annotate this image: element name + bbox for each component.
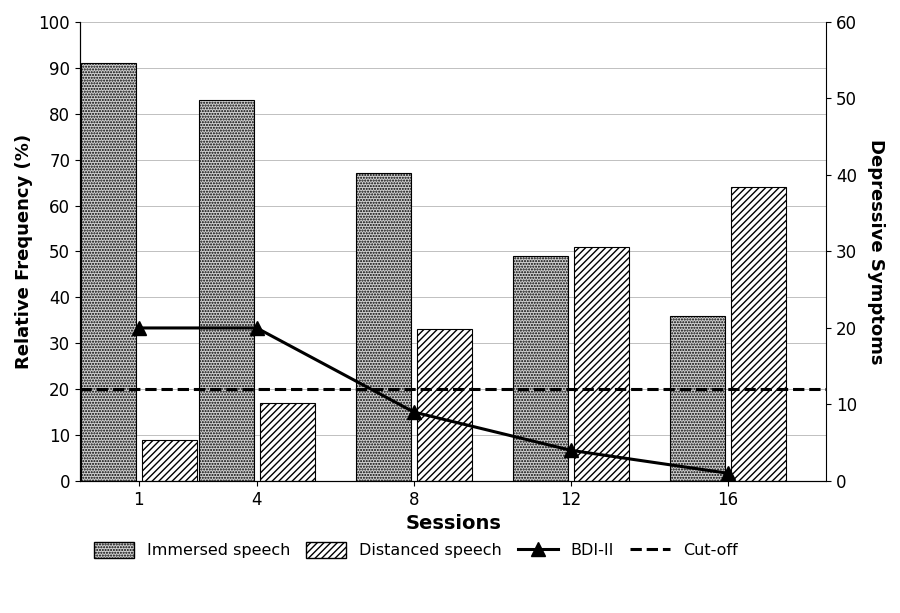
Bar bbox=[513, 256, 568, 481]
Bar bbox=[356, 173, 411, 481]
Bar bbox=[417, 329, 472, 481]
Y-axis label: Depressive Symptoms: Depressive Symptoms bbox=[867, 139, 885, 364]
Bar bbox=[670, 316, 725, 481]
Bar bbox=[259, 403, 315, 481]
X-axis label: Sessions: Sessions bbox=[405, 514, 501, 533]
Bar bbox=[81, 63, 136, 481]
Bar bbox=[731, 187, 786, 481]
Y-axis label: Relative Frequency (%): Relative Frequency (%) bbox=[15, 134, 33, 369]
Bar bbox=[199, 100, 254, 481]
Bar bbox=[142, 440, 197, 481]
Bar bbox=[574, 247, 629, 481]
Legend: Immersed speech, Distanced speech, BDI-II, Cut-off: Immersed speech, Distanced speech, BDI-I… bbox=[88, 535, 743, 565]
